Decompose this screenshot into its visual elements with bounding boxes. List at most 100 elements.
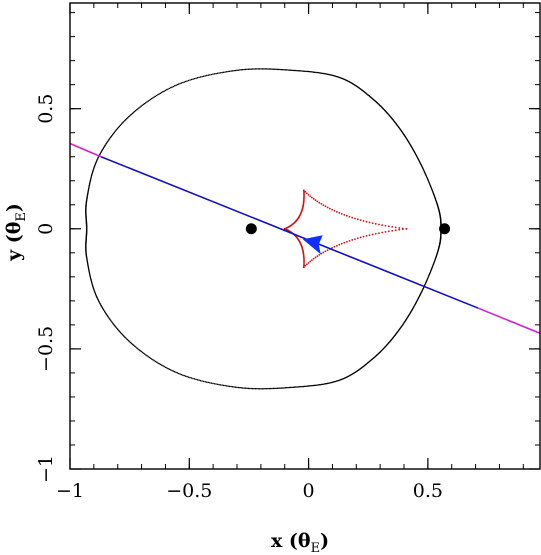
critical-curve-point — [215, 383, 217, 385]
caustic-point — [324, 205, 327, 208]
caustic-point — [371, 222, 374, 225]
critical-curve-point — [136, 108, 138, 111]
critical-curve-point — [224, 71, 226, 73]
critical-curve-point — [272, 68, 275, 70]
critical-curve-point — [287, 69, 289, 71]
caustic-point — [387, 230, 390, 233]
critical-curve-point — [328, 73, 330, 76]
critical-curve-point — [129, 114, 132, 116]
critical-curve-point — [146, 354, 148, 357]
critical-curve-point — [121, 122, 123, 125]
caustic-point — [302, 256, 305, 259]
caustic-point — [310, 196, 313, 199]
critical-curve-point — [231, 386, 234, 388]
critical-curve-point — [234, 386, 237, 388]
y-tick-label: −0.5 — [35, 326, 57, 372]
caustic-point — [305, 192, 308, 195]
caustic-point — [312, 257, 315, 260]
critical-curve-point — [225, 385, 228, 387]
critical-curve-point — [193, 77, 196, 80]
critical-curve-point — [171, 369, 173, 372]
critical-curve-point — [329, 73, 331, 76]
critical-curve-point — [330, 74, 332, 76]
critical-curve-point — [190, 377, 193, 379]
critical-curve-point — [150, 358, 153, 360]
critical-curve-point — [92, 286, 95, 289]
critical-curve-point — [183, 374, 186, 377]
critical-curve-point — [294, 386, 297, 388]
critical-curve-point — [293, 69, 296, 72]
critical-curve-point — [317, 71, 320, 74]
critical-curve-point — [260, 387, 262, 390]
critical-curve-point — [311, 71, 313, 73]
critical-curve-point — [221, 384, 223, 386]
caustic-point — [333, 209, 336, 212]
critical-curve-point — [319, 72, 322, 74]
critical-curve-point — [116, 328, 119, 330]
critical-curve-point — [267, 68, 269, 70]
critical-curve-point — [303, 385, 306, 388]
critical-curve-point — [89, 180, 91, 183]
critical-curve-point — [218, 383, 220, 386]
caustic-point — [391, 225, 394, 228]
critical-curve-point — [275, 387, 277, 390]
critical-curve-point — [249, 387, 251, 390]
critical-curve-point — [138, 348, 140, 351]
critical-curve-point — [296, 69, 298, 72]
axes-frame — [69, 2, 541, 470]
critical-curve-point — [219, 384, 222, 386]
critical-curve-point — [275, 68, 277, 71]
critical-curve-point — [291, 69, 293, 72]
critical-curve-point — [164, 89, 167, 92]
critical-curve-point — [306, 70, 308, 73]
critical-curve-point — [325, 73, 328, 75]
critical-curve-point — [89, 277, 92, 280]
critical-curve-point — [307, 385, 310, 387]
caustic-point — [303, 196, 305, 199]
critical-curve-point — [179, 82, 181, 85]
critical-curve-point — [91, 172, 93, 175]
critical-curve-point — [115, 326, 117, 328]
critical-curve-point — [326, 73, 329, 75]
critical-curve-point — [108, 318, 111, 320]
critical-curve-point — [116, 128, 118, 131]
critical-curve-point — [246, 387, 248, 390]
critical-curve-point — [137, 108, 139, 110]
critical-curve-point — [115, 129, 117, 132]
critical-curve-point — [324, 73, 327, 75]
critical-curve-point — [271, 387, 273, 390]
critical-curve-point — [92, 285, 94, 288]
critical-curve-point — [105, 143, 107, 145]
caustic-point — [348, 215, 351, 218]
critical-curve-point — [326, 382, 329, 385]
critical-curve-point — [212, 382, 214, 385]
critical-curve-point — [112, 132, 115, 135]
caustic-point — [303, 190, 305, 193]
critical-curve-point — [180, 373, 183, 376]
critical-curve-point — [292, 386, 294, 388]
critical-curve-point — [139, 106, 141, 108]
caustic-point — [401, 228, 404, 231]
caustic-point — [328, 207, 331, 210]
caustic-point — [335, 210, 338, 213]
critical-curve-point — [213, 73, 216, 75]
critical-curve-point — [155, 361, 158, 363]
critical-curve-point — [288, 386, 291, 389]
critical-curve-point — [111, 321, 113, 323]
critical-curve-point — [92, 169, 95, 171]
x-tick-label: 0.5 — [413, 480, 443, 502]
critical-curve-point — [225, 70, 228, 73]
critical-curve-point — [261, 68, 264, 70]
critical-curve-point — [258, 387, 261, 390]
critical-curve-point — [90, 176, 93, 178]
critical-curve-point — [251, 68, 254, 70]
critical-curve-point — [202, 75, 205, 77]
critical-curve-point — [148, 356, 151, 359]
caustic-point — [303, 197, 305, 200]
critical-curve-point — [244, 387, 247, 389]
critical-curve-point — [256, 387, 258, 390]
critical-curve-point — [218, 72, 220, 74]
critical-curve-point — [195, 77, 197, 79]
critical-curve-point — [90, 278, 92, 281]
critical-curve-point — [278, 68, 280, 71]
